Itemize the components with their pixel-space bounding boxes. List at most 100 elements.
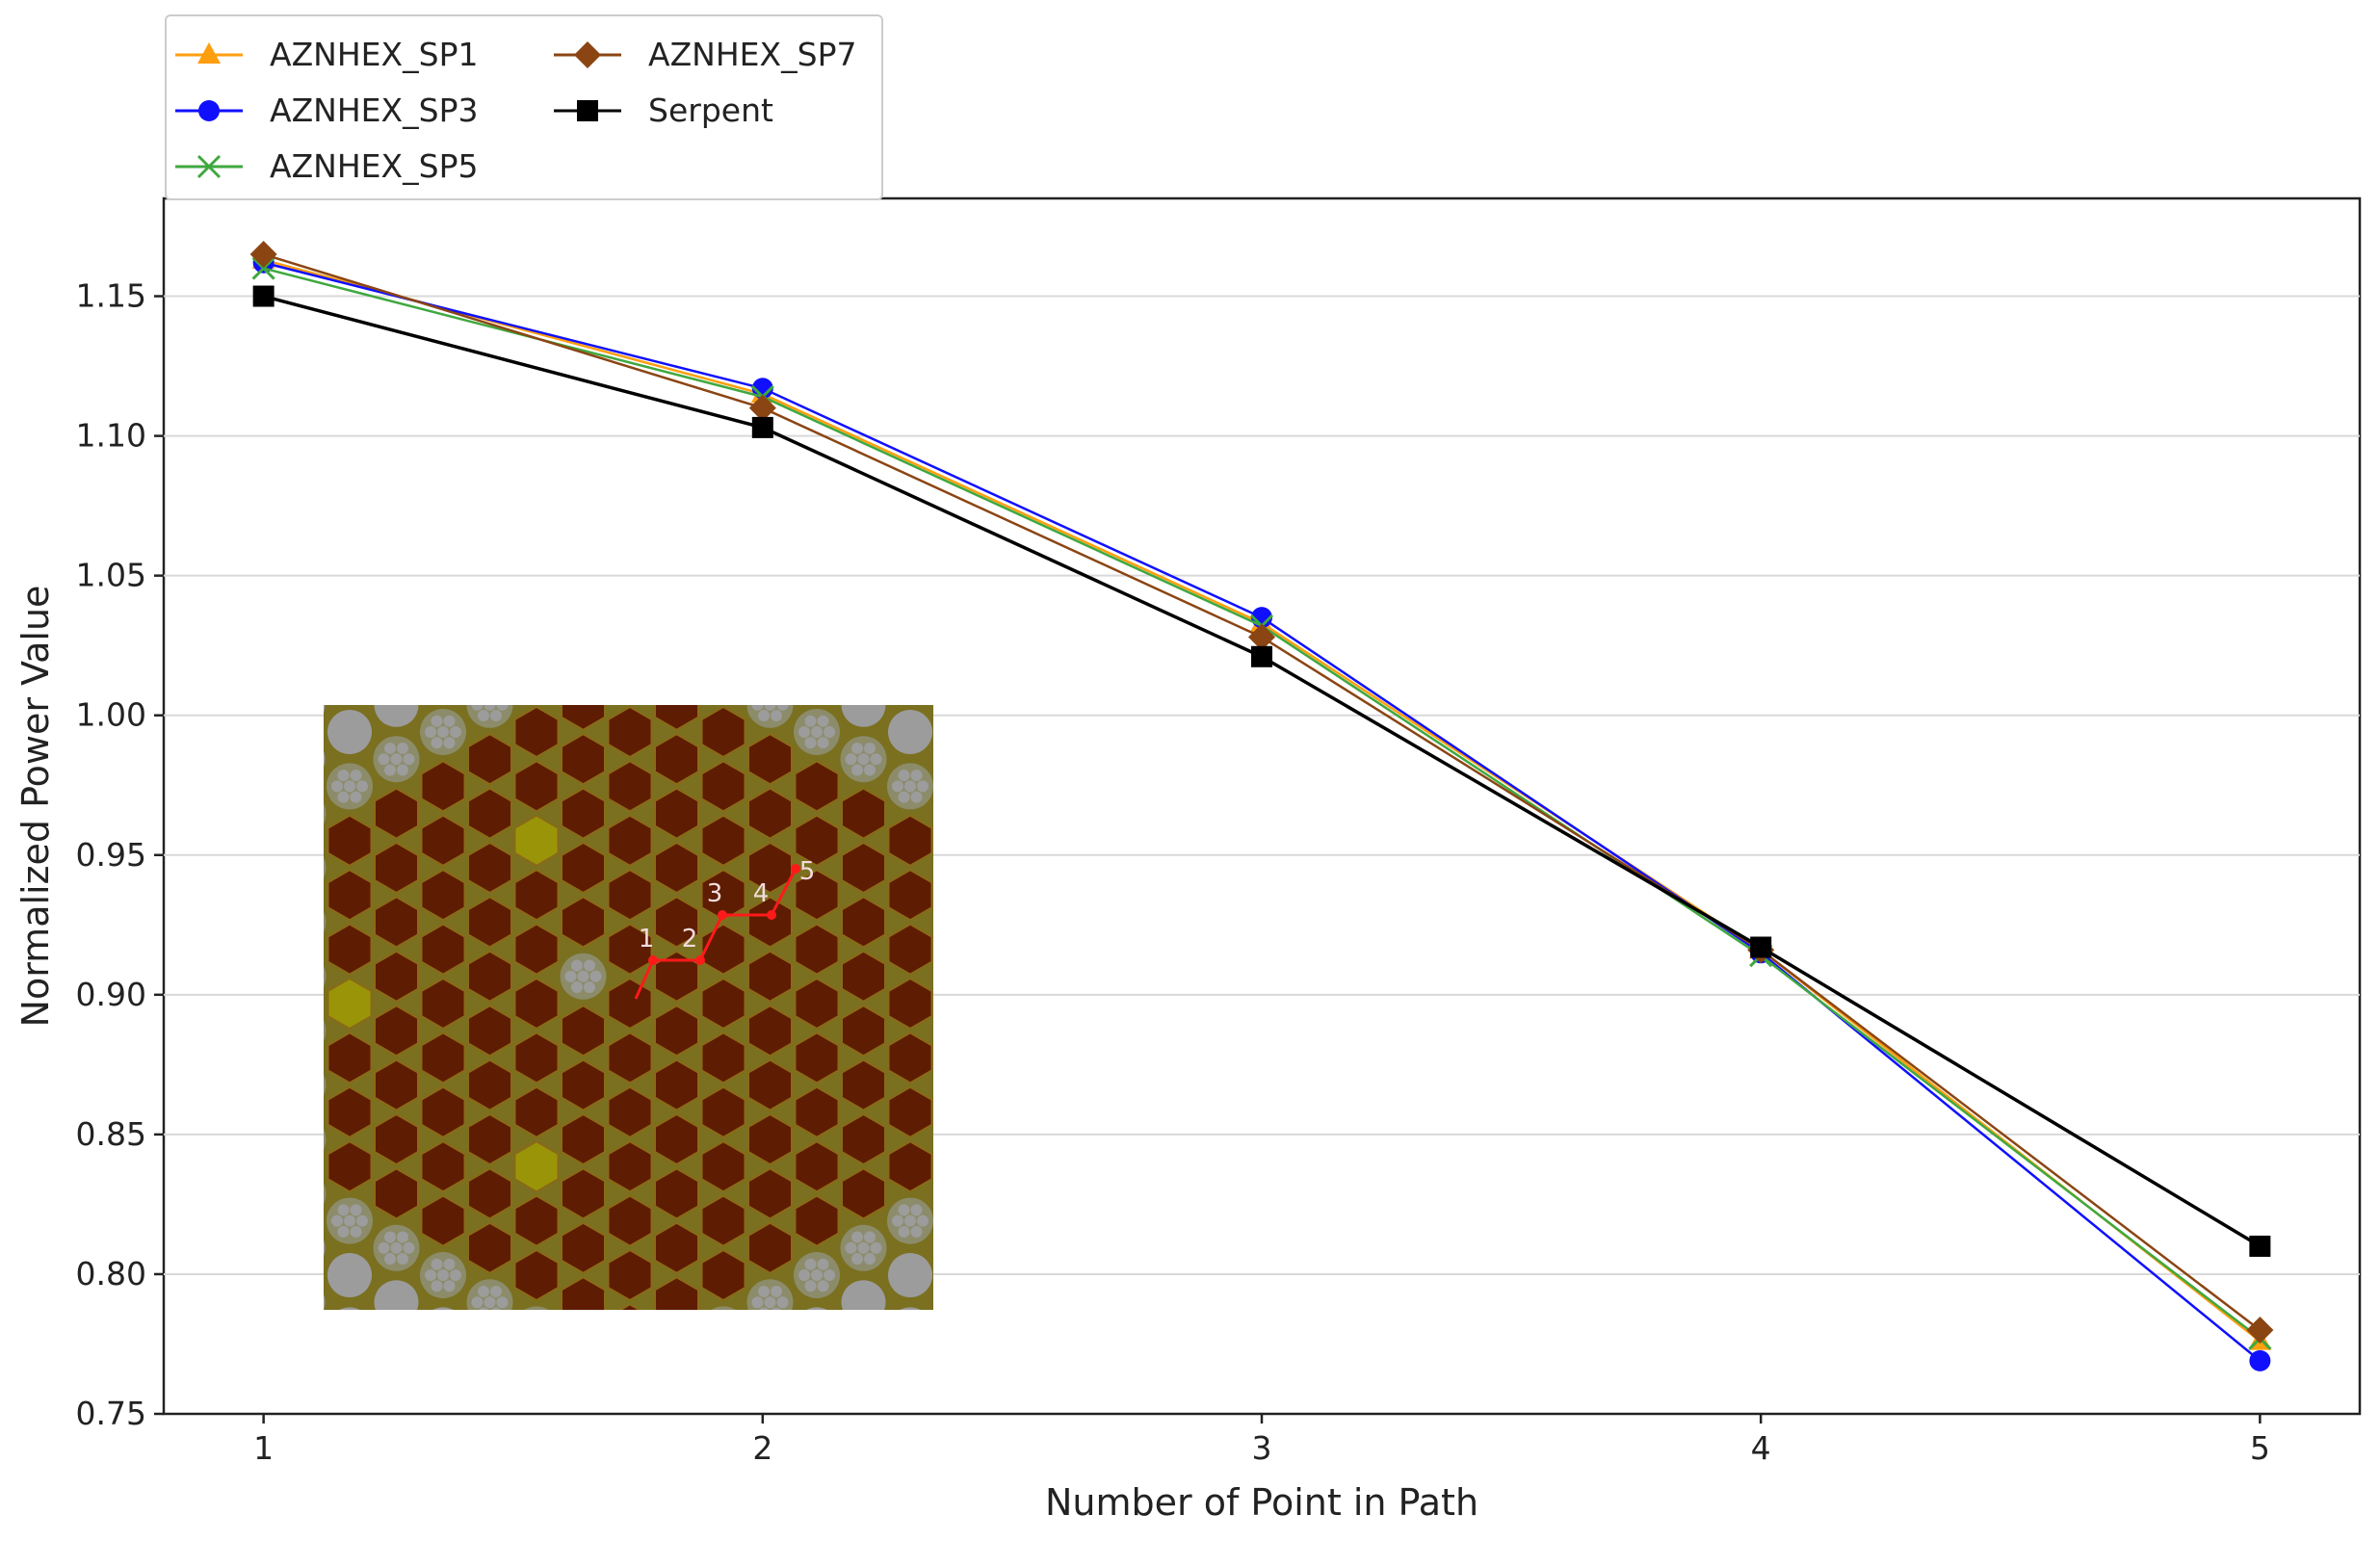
reflector-assembly	[324, 1294, 326, 1310]
triangle-marker	[197, 42, 221, 64]
control-assembly	[513, 1140, 560, 1193]
x-tick-label: 5	[2250, 1429, 2270, 1467]
fuel-assembly	[654, 1221, 699, 1274]
fuel-assembly	[420, 814, 466, 867]
fuel-assembly	[561, 787, 606, 840]
fuel-assembly	[420, 1032, 466, 1084]
fuel-assembly	[420, 923, 466, 976]
fuel-assembly	[327, 1032, 373, 1084]
y-tick-label: 1.10	[76, 417, 146, 455]
reflector-assembly	[888, 1253, 932, 1297]
inset-point-label: 5	[799, 857, 816, 886]
fuel-assembly	[747, 1005, 793, 1058]
pin-cluster	[711, 1306, 736, 1310]
reflector-assembly	[432, 1307, 454, 1310]
diamond-marker	[574, 41, 601, 68]
x-axis-title: Number of Point in Path	[1045, 1481, 1478, 1524]
fuel-assembly	[747, 950, 793, 1003]
inset-point-label: 1	[639, 925, 655, 953]
fuel-assembly	[467, 950, 512, 1003]
fuel-assembly	[794, 760, 840, 813]
fuel-assembly	[513, 1194, 560, 1247]
fuel-assembly	[654, 841, 699, 895]
pin-cluster	[887, 1197, 933, 1244]
fuel-assembly	[561, 733, 606, 786]
fuel-assembly	[374, 1167, 419, 1220]
fuel-assembly	[513, 760, 560, 813]
legend-handle	[175, 100, 243, 121]
fuel-assembly	[561, 1005, 606, 1058]
x-tick-label: 2	[752, 1429, 772, 1467]
fuel-assembly	[467, 1058, 512, 1111]
fuel-assembly	[374, 896, 419, 949]
inset-path	[634, 868, 798, 1000]
fuel-assembly	[794, 1085, 840, 1138]
x-axis-ticks: 1 2 3 4 5	[253, 1414, 2270, 1467]
pin-cluster	[324, 857, 327, 878]
fuel-assembly	[467, 841, 512, 895]
square-marker	[1750, 936, 1772, 958]
pin-cluster	[324, 1074, 327, 1096]
fuel-assembly	[794, 869, 840, 922]
fuel-assembly	[607, 705, 653, 759]
inset-point-label: 4	[753, 879, 770, 908]
circle-marker	[198, 100, 220, 121]
fuel-assembly	[420, 1140, 466, 1193]
legend-handle	[554, 100, 621, 121]
control-assembly	[327, 977, 373, 1031]
fuel-assembly	[841, 1167, 886, 1220]
inset-path-point	[718, 910, 727, 920]
x-marker	[251, 256, 275, 280]
fuel-assembly	[747, 841, 793, 895]
fuel-assembly	[841, 896, 886, 949]
fuel-assembly	[747, 1167, 793, 1220]
fuel-assembly	[561, 705, 606, 731]
reflector-assembly	[327, 710, 372, 754]
reflector-assembly	[374, 705, 419, 727]
y-tick-label: 1.00	[76, 696, 146, 734]
pin-cluster	[373, 1224, 420, 1271]
fuel-assembly	[747, 733, 793, 786]
fuel-assembly	[700, 869, 746, 922]
inset-point-label: 3	[707, 879, 723, 908]
square-marker	[751, 416, 773, 438]
pin-cluster	[560, 953, 607, 1000]
square-marker	[1251, 645, 1272, 667]
fuel-assembly	[654, 1167, 699, 1220]
pin-cluster	[324, 802, 327, 824]
fuel-assembly	[420, 1194, 466, 1247]
fuel-assembly	[513, 1032, 560, 1084]
pin-cluster	[373, 736, 420, 783]
reflector-assembly	[324, 1240, 326, 1256]
fuel-assembly	[467, 733, 512, 786]
series-serpent	[252, 285, 2271, 1257]
y-tick-label: 0.90	[76, 976, 146, 1013]
fuel-assembly	[561, 1221, 606, 1274]
fuel-assembly	[887, 814, 933, 867]
fuel-assembly	[327, 1140, 373, 1193]
circle-marker	[751, 378, 773, 400]
pin-cluster	[524, 1306, 549, 1310]
fuel-assembly	[327, 814, 373, 867]
fuel-assembly	[747, 1221, 793, 1274]
diamond-marker	[1248, 623, 1275, 651]
fuel-assembly	[374, 1058, 419, 1111]
fuel-assembly	[561, 1276, 606, 1310]
fuel-assembly	[561, 1167, 606, 1220]
fuel-assembly	[561, 1112, 606, 1166]
fuel-assembly	[794, 923, 840, 976]
fuel-assembly	[747, 1112, 793, 1166]
square-marker	[2249, 1235, 2271, 1257]
fuel-assembly	[700, 705, 746, 759]
pin-cluster	[466, 1279, 513, 1310]
reflector-assembly	[806, 1307, 827, 1310]
inset-map: 1 23 45	[324, 705, 933, 1310]
y-axis-title: Normalized Power Value	[14, 586, 57, 1028]
fuel-assembly	[420, 760, 466, 813]
legend-label-sp3: AZNHEX_SP3	[270, 91, 478, 129]
fuel-assembly	[654, 787, 699, 840]
fuel-assembly	[841, 1112, 886, 1166]
fuel-assembly	[467, 787, 512, 840]
inset-point-label: 2	[682, 925, 698, 953]
